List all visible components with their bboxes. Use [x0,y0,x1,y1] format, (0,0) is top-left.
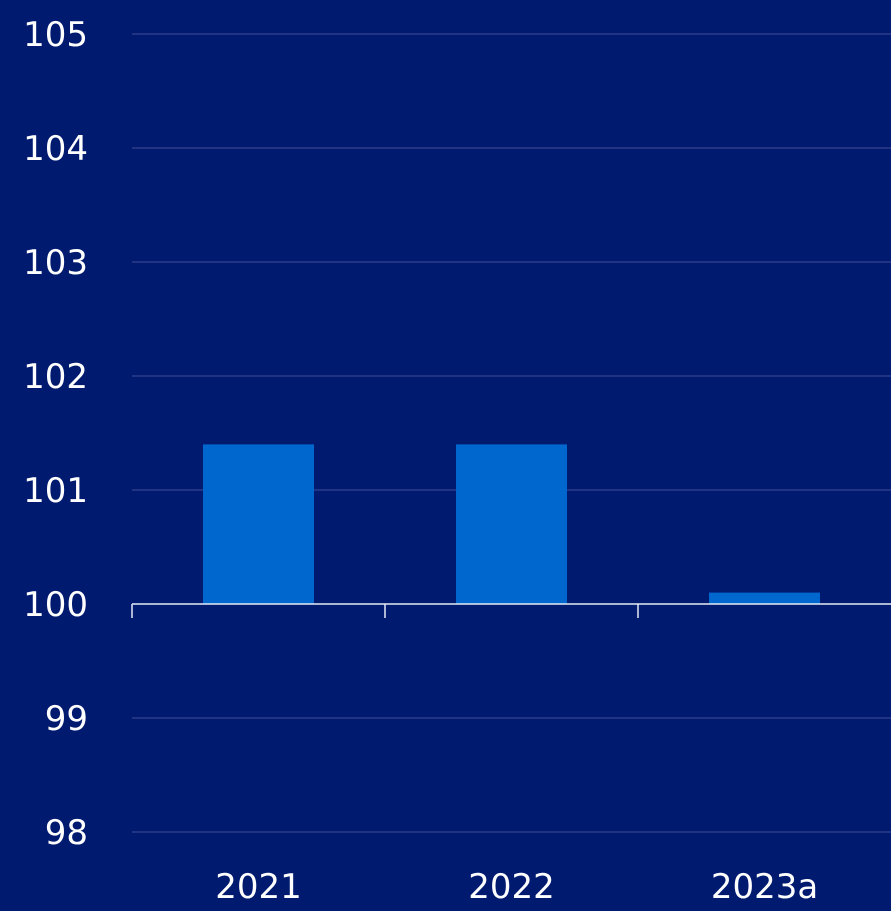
bars [203,444,820,604]
x-axis [131,603,891,618]
y-tick-labels: 98 99 100 101 102 103 104 105 [23,15,88,853]
y-tick-label: 103 [23,243,88,283]
y-tick-label: 100 [23,585,88,625]
y-tick-label: 101 [23,471,88,511]
x-tick-label-2023a: 2023a [711,867,818,906]
bar-2021 [203,444,314,604]
y-tick-label: 104 [23,129,88,169]
x-tick-labels: 2021 2022 2023a [215,867,818,907]
x-tick-label-2022: 2022 [468,867,555,906]
x-tick-label-2021: 2021 [215,867,302,906]
y-tick-label: 99 [45,699,88,739]
y-tick-label: 98 [45,813,88,853]
bar-2023a [709,592,820,604]
bar-2022 [456,444,567,604]
gridlines [132,33,891,833]
y-tick-label: 105 [23,15,88,55]
y-tick-label: 102 [23,357,88,397]
